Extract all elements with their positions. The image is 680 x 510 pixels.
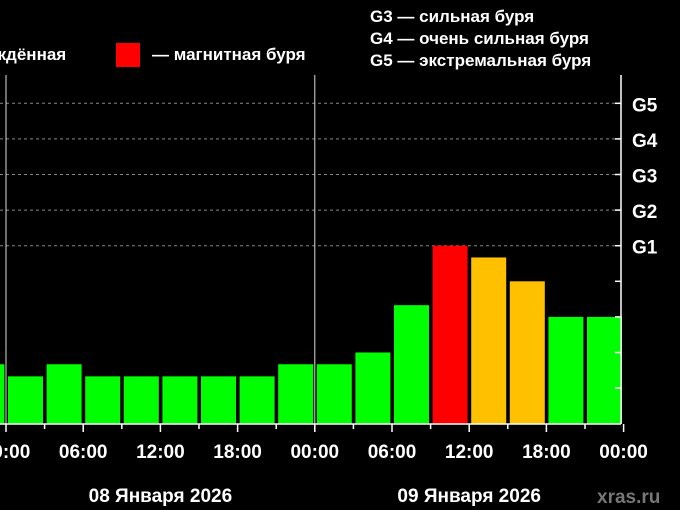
bar [316, 364, 352, 424]
date-label: 09 Января 2026 [397, 486, 541, 507]
bar [162, 376, 198, 424]
legend-scale-g3: G3 — сильная буря [370, 7, 534, 26]
bar [394, 305, 429, 424]
bar [587, 316, 622, 424]
x-tick-label: 18:00 [213, 442, 262, 463]
legend-storm-label: — магнитная буря [152, 45, 306, 64]
x-tick-label: 12:00 [445, 442, 494, 463]
y-tick-label: G2 [632, 202, 657, 223]
x-tick-label: 00:00 [290, 442, 339, 463]
bar [85, 376, 121, 424]
y-tick-label: G4 [632, 131, 658, 152]
bar [432, 245, 468, 424]
x-tick-label: 00:00 [0, 442, 30, 463]
grid-lines [0, 75, 621, 424]
bar [509, 281, 545, 424]
y-tick-label: G3 [632, 167, 657, 188]
bar [0, 364, 5, 424]
bar [239, 376, 275, 424]
x-tick-label: 12:00 [136, 442, 185, 463]
date-label: 08 Января 2026 [89, 486, 233, 507]
legend-scale-g5: G5 — экстремальная буря [370, 51, 591, 70]
bars [0, 245, 622, 424]
x-tick-label: 06:00 [368, 442, 417, 463]
storm-legend-swatch [116, 43, 140, 67]
bar [123, 376, 159, 424]
watermark: xras.ru [597, 487, 660, 508]
y-tick-label: G1 [632, 238, 658, 259]
date-labels: 08 Января 2026 09 Января 2026 [89, 486, 541, 507]
y-tick-labels: G1 G2 G3 G4 G5 [632, 95, 658, 258]
x-tick-label: 06:00 [59, 442, 108, 463]
bar [8, 376, 43, 424]
y-tick-label: G5 [632, 95, 658, 116]
legend-left-label: ждённая [0, 45, 66, 64]
bar [548, 316, 584, 424]
x-tick-label: 00:00 [599, 442, 648, 463]
x-tick-labels: 00:00 06:00 12:00 18:00 00:00 06:00 12:00 18:00… [0, 442, 648, 463]
axes [0, 75, 625, 432]
legend-scale-g4: G4 — очень сильная буря [370, 29, 589, 48]
bar [201, 376, 236, 424]
bar [46, 364, 82, 424]
bar [471, 257, 507, 424]
x-tick-label: 18:00 [522, 442, 571, 463]
bar [278, 364, 314, 424]
bar [355, 352, 391, 424]
